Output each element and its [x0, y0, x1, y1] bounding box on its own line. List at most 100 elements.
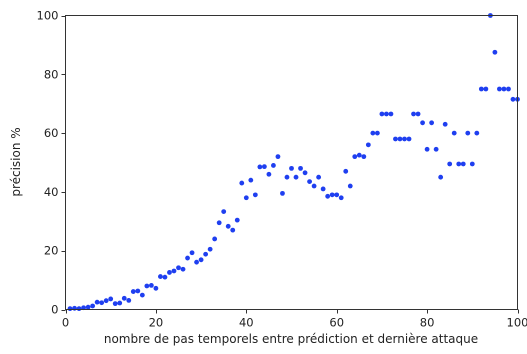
- data-point: [506, 86, 511, 92]
- data-point: [433, 146, 439, 152]
- data-point: [117, 300, 123, 306]
- data-point: [108, 296, 114, 302]
- data-point: [239, 180, 245, 186]
- data-point: [379, 111, 385, 117]
- data-point: [135, 288, 141, 294]
- x-tick-label: 20: [149, 316, 164, 330]
- data-point: [343, 168, 349, 174]
- axis-ticks: 0 20 40 60 80 100 0 20 40 60 80 100: [37, 9, 527, 330]
- data-point: [139, 292, 145, 298]
- data-point: [492, 49, 498, 55]
- data-point: [424, 146, 430, 152]
- data-point: [447, 161, 453, 167]
- data-points: [67, 13, 520, 312]
- data-point: [90, 303, 96, 309]
- data-point: [347, 183, 353, 189]
- data-point: [167, 270, 172, 275]
- data-point: [497, 86, 502, 92]
- data-point: [402, 136, 407, 142]
- data-point: [501, 86, 507, 92]
- data-point: [374, 130, 380, 136]
- y-tick-label: 40: [44, 185, 59, 199]
- data-point: [271, 163, 276, 168]
- data-point: [442, 121, 448, 127]
- data-point: [230, 227, 236, 233]
- data-point: [460, 161, 466, 167]
- data-point: [176, 265, 181, 271]
- data-point: [171, 268, 177, 274]
- data-point: [203, 251, 209, 257]
- data-point: [302, 170, 308, 176]
- data-point: [510, 96, 516, 102]
- data-point: [112, 301, 118, 307]
- data-point: [469, 161, 475, 167]
- data-point: [158, 274, 163, 279]
- plot-frame: [65, 15, 518, 310]
- data-point: [415, 111, 421, 117]
- data-point: [280, 190, 285, 196]
- data-point: [456, 161, 462, 167]
- x-tick-label: 40: [239, 316, 254, 330]
- data-point: [289, 165, 294, 171]
- data-point: [325, 193, 331, 199]
- x-axis-label: nombre de pas temporels entre prédiction…: [104, 332, 478, 346]
- data-point: [72, 305, 77, 311]
- data-point: [365, 142, 371, 148]
- data-point: [320, 186, 326, 192]
- data-point: [67, 306, 73, 312]
- data-point: [411, 111, 416, 117]
- data-point: [465, 130, 471, 136]
- data-point: [225, 223, 231, 229]
- data-point: [144, 283, 150, 289]
- data-point: [180, 266, 186, 272]
- data-point: [243, 195, 249, 201]
- data-point: [293, 174, 299, 180]
- data-point: [406, 136, 412, 142]
- data-point: [478, 86, 484, 92]
- y-axis-label: précision %: [9, 127, 23, 196]
- data-point: [99, 300, 105, 306]
- y-tick-label: 60: [44, 126, 59, 140]
- data-point: [189, 250, 195, 256]
- data-point: [307, 179, 312, 185]
- y-tick-label: 80: [44, 67, 59, 81]
- data-point: [334, 192, 340, 198]
- data-point: [361, 154, 367, 160]
- x-tick-label: 60: [329, 316, 344, 330]
- data-point: [311, 183, 317, 189]
- data-point: [397, 136, 403, 142]
- data-point: [221, 209, 227, 214]
- data-point: [393, 136, 398, 142]
- data-point: [121, 295, 127, 301]
- y-tick-label: 100: [37, 9, 59, 23]
- data-point: [316, 174, 322, 180]
- data-point: [451, 130, 457, 136]
- data-point: [483, 86, 489, 92]
- data-point: [420, 120, 425, 126]
- data-point: [384, 111, 389, 117]
- data-point: [261, 164, 267, 170]
- data-point: [352, 154, 358, 160]
- x-tick-label: 100: [507, 316, 527, 330]
- data-point: [194, 259, 199, 265]
- data-point: [248, 177, 254, 183]
- x-tick-label: 80: [420, 316, 435, 330]
- data-point: [162, 274, 168, 280]
- data-point: [76, 306, 82, 312]
- data-point: [370, 130, 376, 136]
- data-point: [126, 297, 132, 303]
- data-point: [275, 154, 281, 160]
- data-point: [252, 192, 258, 198]
- data-point: [85, 304, 91, 310]
- y-tick-label: 0: [51, 303, 58, 317]
- data-point: [153, 285, 159, 291]
- data-point: [207, 246, 213, 252]
- data-point: [438, 174, 444, 180]
- data-point: [198, 257, 204, 263]
- x-tick-label: 0: [62, 316, 69, 330]
- data-point: [329, 192, 335, 198]
- data-point: [103, 298, 109, 304]
- data-point: [338, 195, 344, 201]
- data-point: [474, 130, 480, 136]
- data-point: [284, 174, 290, 180]
